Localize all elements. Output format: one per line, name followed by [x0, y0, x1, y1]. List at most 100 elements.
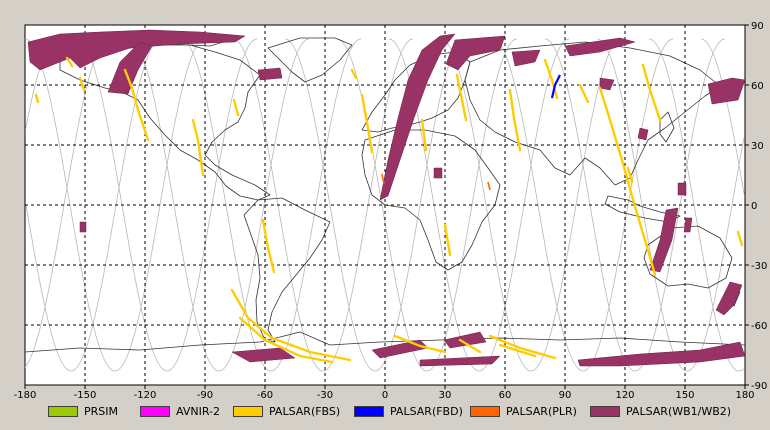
strip-fbs-9	[360, 93, 374, 154]
x-tick-label: 150	[675, 390, 694, 401]
orbit-tracks	[24, 38, 745, 372]
swath-wb-hudson	[257, 67, 283, 81]
orbit-track	[128, 38, 310, 372]
legend-label-palsar-fbd: PALSAR(FBD)	[390, 404, 463, 418]
orbit-track	[180, 38, 362, 372]
x-axis-ticks: -180 -150 -120 -90 -60 -30 0 30 60 90 120 150 180	[14, 385, 755, 401]
strip-fbs-7	[261, 218, 276, 274]
strip-fbs-12	[443, 223, 452, 257]
legend-item-palsar-fbd: PALSAR(FBD)	[354, 403, 463, 419]
legend-item-prsim: PRSIM	[48, 403, 118, 419]
strip-fbs-21	[238, 316, 334, 364]
strip-fbd-1	[550, 74, 561, 99]
swath-wb-china	[599, 77, 615, 91]
y-tick-label: 90	[751, 21, 764, 32]
x-tick-label: 180	[735, 390, 754, 401]
swath-wb-africa-east	[433, 167, 443, 179]
y-tick-label: 0	[751, 201, 757, 212]
strip-fbs-11	[455, 73, 468, 122]
swath-wb-antarctic-3	[443, 331, 487, 349]
legend-label-palsar-wb: PALSAR(WB1/WB2)	[626, 404, 732, 418]
coast-japan	[659, 111, 675, 143]
legend-item-avnir2: AVNIR-2	[140, 403, 220, 419]
swath-wb-canada	[107, 41, 153, 95]
coast-asia	[464, 41, 721, 186]
coast-africa	[361, 129, 501, 271]
x-tick-label: 60	[499, 390, 512, 401]
swaths-palsar-plr	[381, 173, 491, 191]
strip-fbs-3	[34, 93, 40, 104]
coast-greenland	[267, 37, 353, 83]
strip-fbs-2	[78, 76, 86, 92]
orbit-track	[440, 38, 622, 372]
coast-australia	[643, 225, 733, 289]
orbit-track	[24, 38, 206, 372]
legend-label-palsar-plr: PALSAR(PLR)	[506, 404, 577, 418]
strip-fbs-10	[420, 118, 428, 152]
strip-fbs-25	[498, 343, 537, 358]
swath-wb-atlantic-africa	[379, 33, 456, 201]
x-tick-label: -90	[197, 390, 213, 401]
legend-label-prsim: PRSIM	[84, 404, 118, 418]
legend-item-palsar-fbs: PALSAR(FBS)	[233, 403, 340, 419]
strip-fbs-20	[230, 288, 352, 362]
legend-swatch-palsar-wb	[590, 405, 620, 417]
strip-fbs-23	[458, 338, 482, 354]
legend-item-palsar-plr: PALSAR(PLR)	[470, 403, 577, 419]
swaths-palsar-fbd	[550, 74, 561, 99]
swath-wb-siberia	[564, 37, 636, 57]
strip-plr-1	[381, 173, 385, 185]
orbit-track	[544, 38, 726, 372]
y-tick-label: 30	[751, 141, 764, 152]
legend-swatch-palsar-plr	[470, 405, 500, 417]
legend-label-palsar-fbs: PALSAR(FBS)	[269, 404, 341, 418]
coast-antarctica	[24, 331, 746, 353]
orbit-track	[492, 38, 674, 372]
orbit-track	[232, 38, 414, 372]
swaths-palsar-fbs	[34, 56, 744, 364]
swath-wb-philippines	[677, 182, 687, 196]
swath-wb-east-siberia	[707, 77, 746, 105]
coast-north-america	[59, 44, 271, 201]
y-axis-ticks: 90 60 30 0 -30 -60 -90	[745, 21, 767, 392]
legend-swatch-palsar-fbs	[233, 405, 263, 417]
strip-fbs-15	[578, 83, 590, 104]
swath-wb-antarctic-4	[419, 355, 501, 367]
swath-wb-tasman	[715, 281, 743, 316]
strip-fbs-5	[191, 118, 205, 177]
x-tick-label: -150	[74, 390, 97, 401]
y-tick-label: -60	[751, 321, 767, 332]
legend-item-palsar-wb: PALSAR(WB1/WB2)	[590, 403, 731, 419]
strip-fbs-22	[393, 334, 447, 354]
strip-fbs-17	[626, 166, 634, 184]
strip-fbs-4	[123, 68, 150, 142]
swath-wb-coral-sea	[683, 217, 693, 233]
x-tick-label: 0	[382, 390, 388, 401]
orbit-track	[76, 38, 258, 372]
orbit-track	[284, 38, 466, 372]
swath-wb-new-guinea	[649, 207, 679, 273]
strip-fbs-24	[488, 334, 557, 360]
strip-fbs-18	[641, 63, 662, 122]
strip-fbs-19	[736, 230, 744, 247]
x-tick-label: 30	[439, 390, 452, 401]
x-tick-label: 120	[615, 390, 634, 401]
legend-swatch-prsim	[48, 405, 78, 417]
strip-fbs-13	[508, 88, 522, 152]
y-tick-label: -90	[751, 381, 767, 392]
strip-fbs-6	[232, 98, 240, 117]
swath-wb-pacific-mid	[79, 221, 87, 233]
strip-fbs-16	[598, 86, 657, 277]
swath-wb-europe-north	[445, 35, 506, 71]
x-tick-label: -120	[134, 390, 157, 401]
strip-fbs-8	[350, 68, 358, 80]
graticule	[25, 25, 745, 385]
strip-fbs-14	[543, 58, 559, 100]
legend-swatch-palsar-fbd	[354, 405, 384, 417]
swath-wb-antarctic-1	[231, 347, 296, 363]
legend: PRSIM AVNIR-2 PALSAR(FBS) PALSAR(FBD) PA…	[0, 400, 770, 422]
x-tick-label: -30	[317, 390, 333, 401]
y-tick-label: 60	[751, 81, 764, 92]
strip-fbs-1	[65, 56, 74, 68]
y-tick-label: -30	[751, 261, 767, 272]
